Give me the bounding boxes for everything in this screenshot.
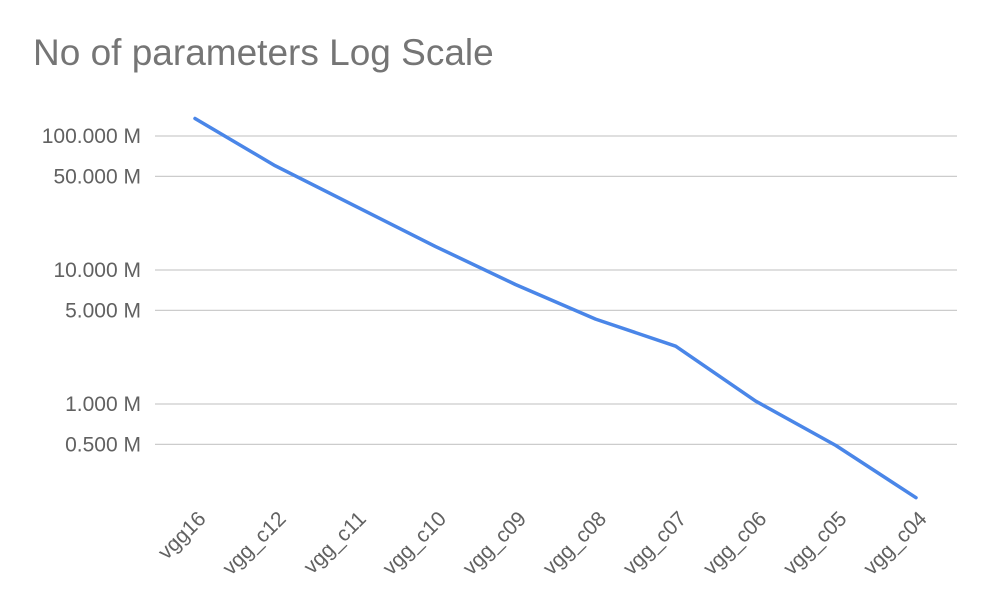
x-tick-label: vgg_c09 (459, 507, 531, 579)
x-tick-label: vgg_c04 (859, 507, 932, 580)
x-tick-label: vgg_c12 (218, 507, 290, 579)
x-tick-label: vgg_c06 (699, 507, 771, 579)
y-tick-label: 50.000 M (53, 165, 141, 188)
grid-layer (155, 135, 957, 445)
x-tick-label: vgg_c11 (299, 507, 370, 578)
x-tick-label: vgg_c07 (619, 507, 691, 579)
chart-title: No of parameters Log Scale (33, 32, 494, 73)
x-tick-label: vgg16 (154, 507, 211, 564)
x-tick-label: vgg_c10 (378, 507, 450, 579)
x-tick-label: vgg_c08 (539, 507, 611, 579)
y-tick-label: 1.000 M (65, 393, 141, 416)
x-tick-label: vgg_c05 (779, 507, 851, 579)
series-layer (193, 116, 918, 500)
y-tick-label: 5.000 M (65, 299, 141, 322)
series-line (193, 116, 918, 500)
y-tick-label: 0.500 M (65, 433, 141, 456)
y-axis: 100.000 M 50.000 M 10.000 M 5.000 M 1.000 M 0… (42, 125, 141, 456)
x-axis: vgg16 vgg_c12 vgg_c11 vgg_c10 vgg_c09 vgg_c08… (154, 507, 932, 580)
y-tick-label: 10.000 M (53, 259, 141, 282)
y-tick-label: 100.000 M (42, 125, 141, 148)
